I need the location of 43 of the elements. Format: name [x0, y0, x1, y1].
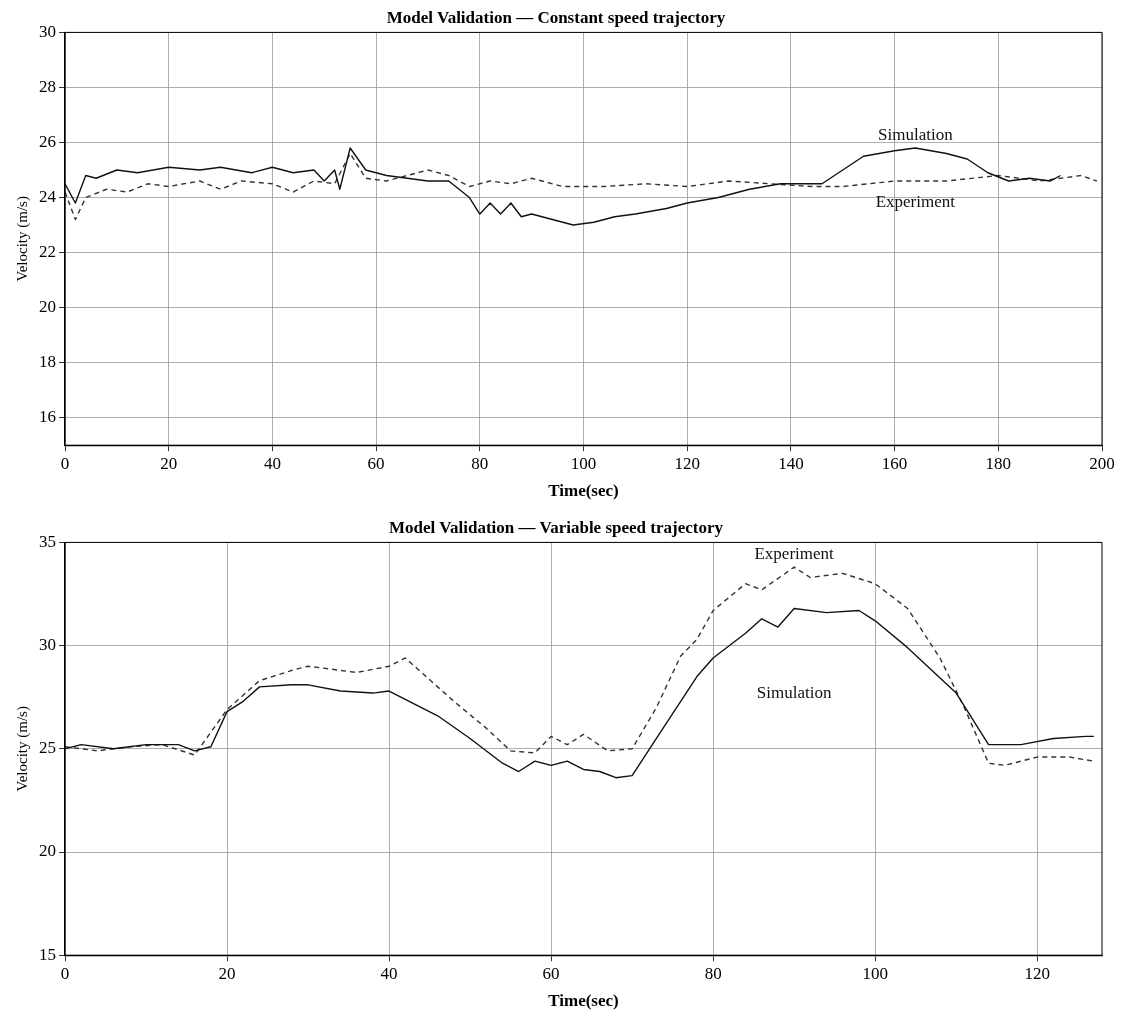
y-tick-label: 35 [39, 531, 56, 551]
text: Simulation [756, 682, 832, 702]
x-tick-label: 100 [862, 963, 888, 983]
chart-title: Model Validation — Variable speed trajectory [389, 517, 724, 537]
x-tick-label: 80 [704, 963, 722, 983]
series-label: Experiment [875, 192, 956, 212]
y-tick-label: 20 [39, 297, 56, 317]
x-tick-label: 160 [881, 453, 908, 473]
x-tick-label: 100 [570, 453, 597, 473]
x-tick-label: 40 [263, 453, 281, 473]
y-axis-title: Velocity (m/s) [13, 196, 31, 282]
x-tick-label: 20 [218, 963, 236, 983]
y-tick-label: 15 [39, 944, 56, 964]
y-tick-label: 16 [39, 407, 56, 427]
y-tick-label: 30 [39, 21, 56, 41]
x-tick-label: 60 [367, 453, 385, 473]
y-tick-label: 24 [39, 186, 57, 206]
y-tick-label: 18 [39, 352, 56, 372]
line-series [65, 152, 1098, 221]
x-axis-title: Time(sec) [548, 481, 619, 501]
x-tick-label: 0 [60, 453, 70, 473]
y-tick-label: 26 [39, 131, 56, 151]
x-tick-label: 80 [471, 453, 489, 473]
series-label: Experiment [754, 544, 835, 564]
y-tick-label: 28 [39, 76, 56, 96]
x-tick-label: 140 [778, 453, 804, 473]
y-tick-label: 22 [39, 242, 56, 262]
y-axis-title: Velocity (m/s) [13, 706, 31, 792]
x-tick-label: 200 [1089, 453, 1115, 473]
x-tick-label: 180 [985, 453, 1012, 473]
series-label: Simulation [878, 124, 954, 144]
x-tick-label: 0 [60, 963, 70, 983]
y-tick-label: 25 [39, 738, 56, 758]
y-tick-label: 30 [39, 635, 56, 655]
x-tick-label: 20 [160, 453, 178, 473]
y-tick-label: 20 [39, 841, 56, 861]
chart-title: Model Validation — Constant speed trajectory [386, 7, 726, 27]
line-series [65, 566, 1095, 767]
x-tick-label: 60 [542, 963, 560, 983]
x-axis-title: Time(sec) [548, 991, 619, 1011]
x-tick-label: 120 [674, 453, 700, 473]
x-tick-label: 40 [380, 963, 398, 983]
x-tick-label: 120 [1024, 963, 1050, 983]
